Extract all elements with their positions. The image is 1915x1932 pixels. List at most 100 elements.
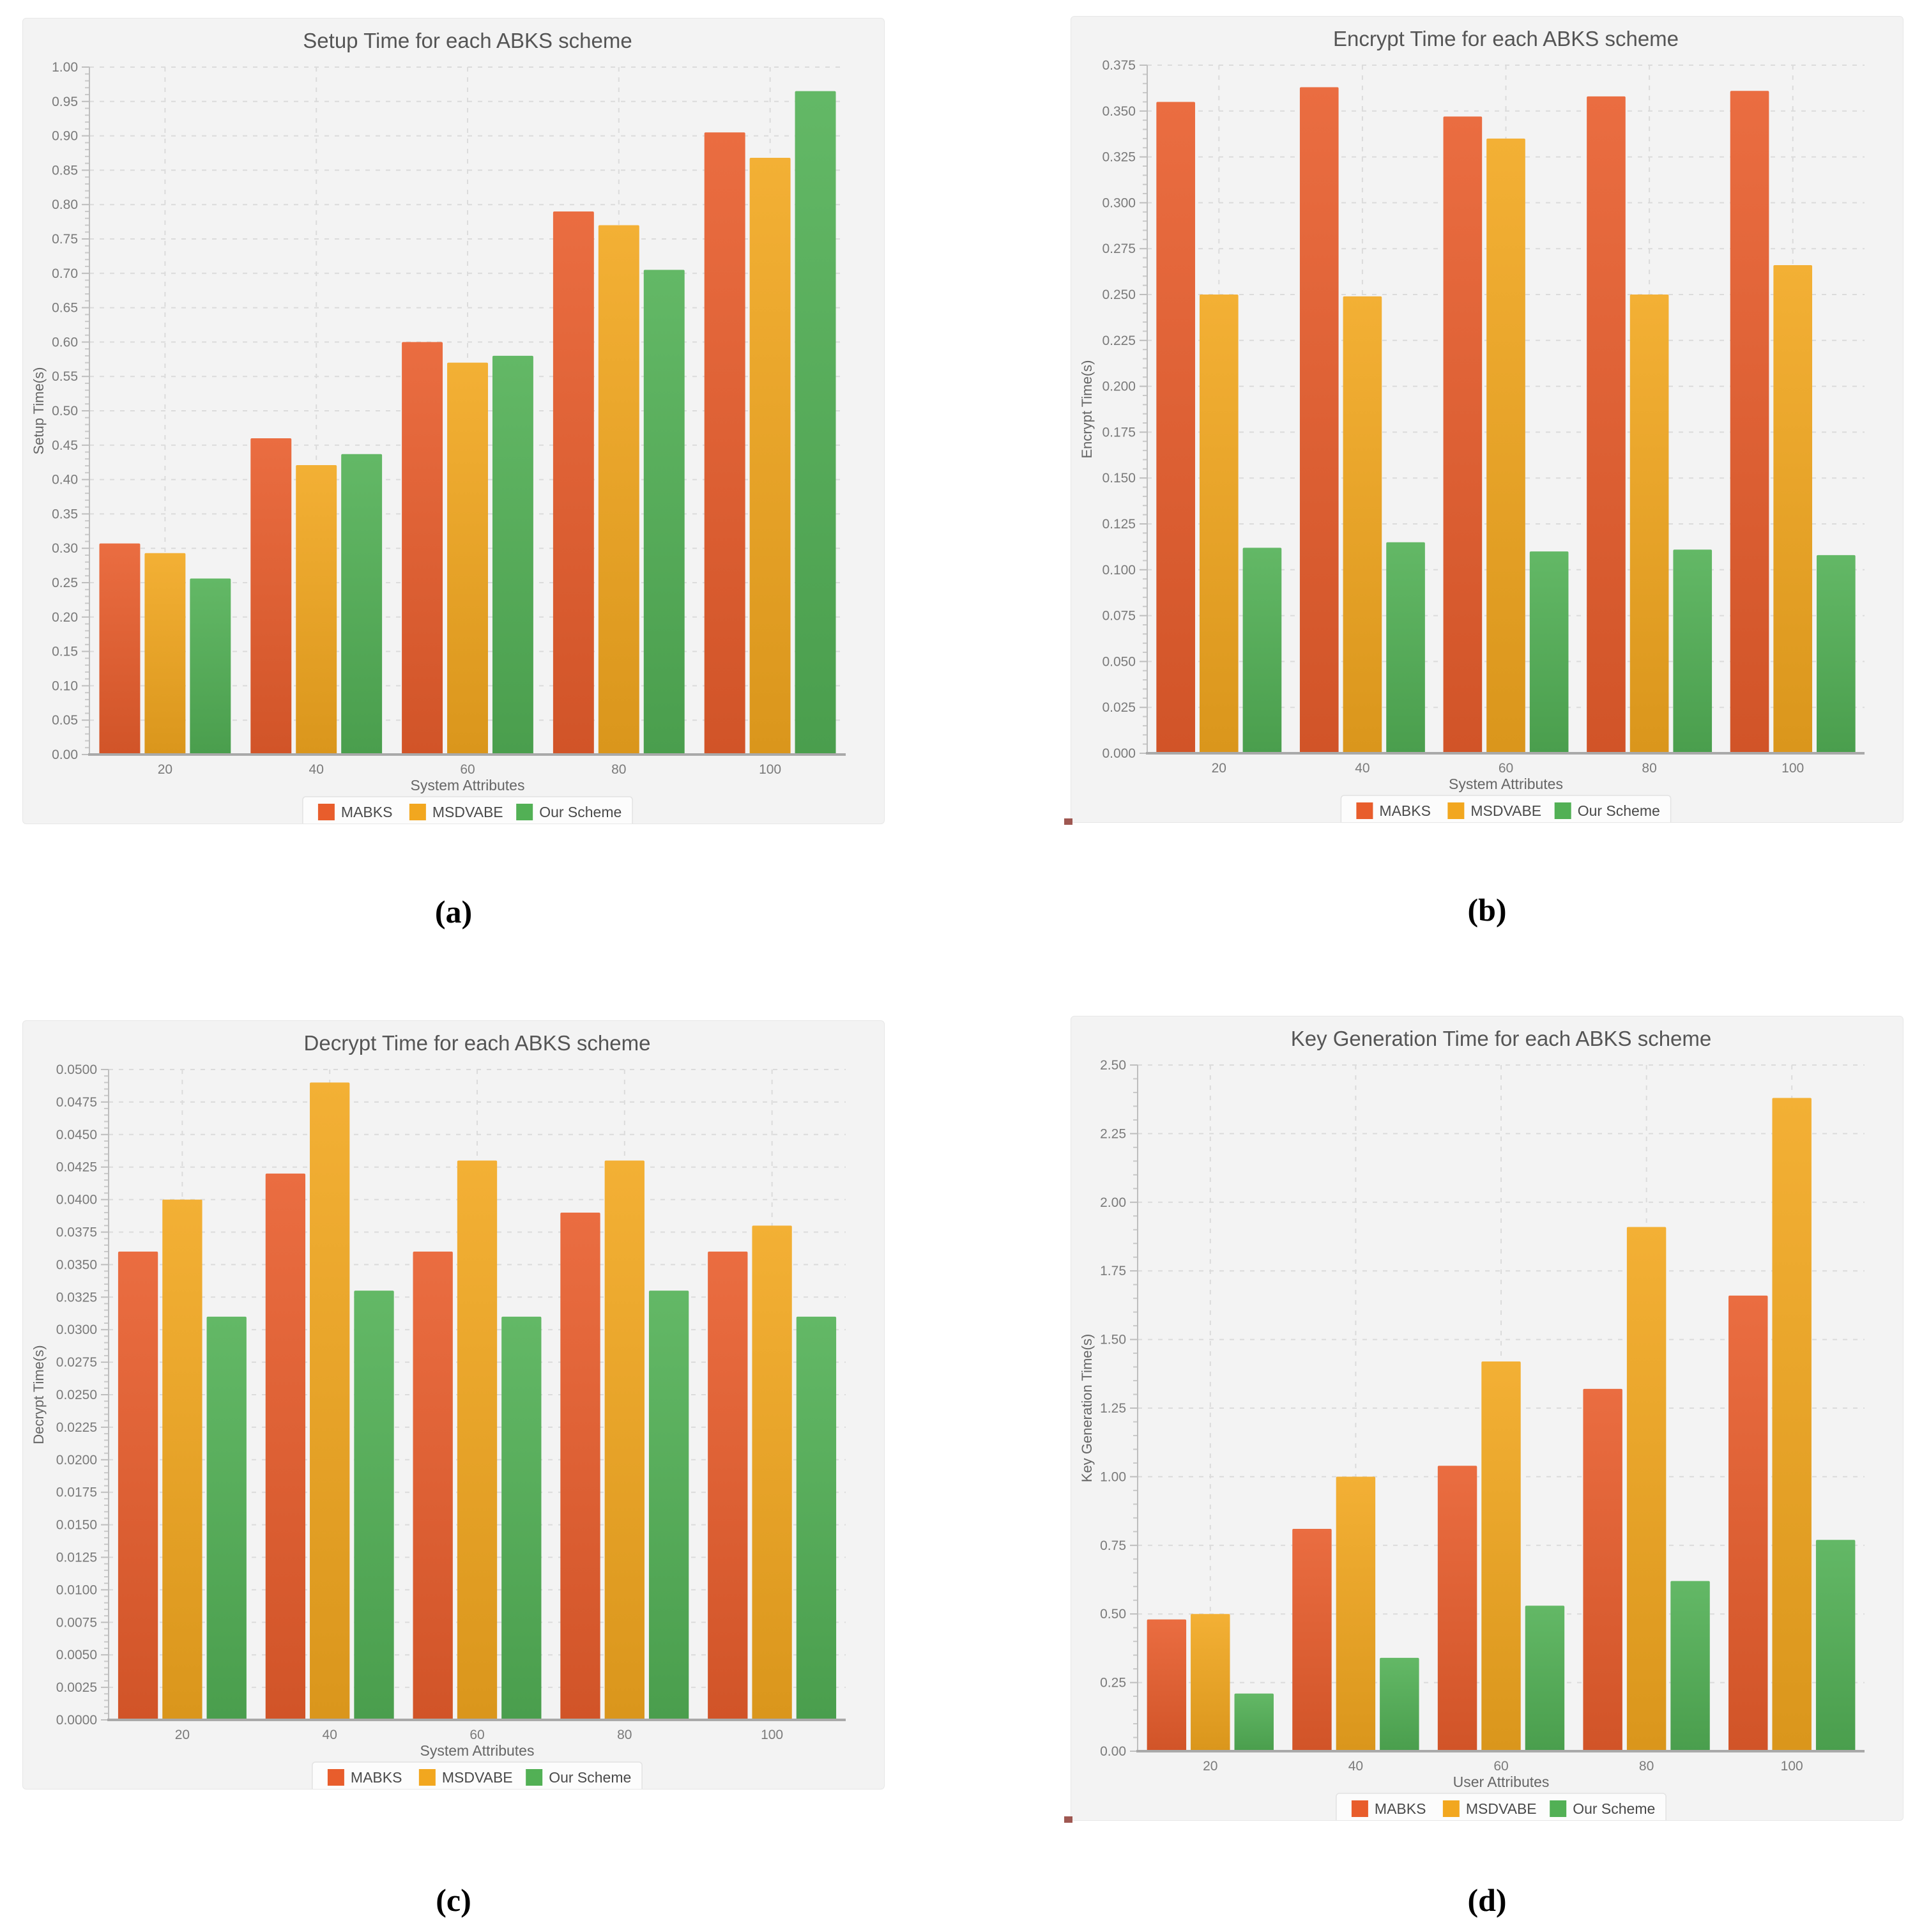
x-tick-label: 60: [1499, 761, 1513, 776]
bar-our-scheme-60: [501, 1316, 542, 1720]
y-tick-label: 1.75: [1100, 1264, 1126, 1278]
y-tick-label: 0.0150: [56, 1518, 97, 1533]
bar-msdvabe-20: [1199, 295, 1239, 753]
legend-label: MSDVABE: [442, 1769, 513, 1786]
legend-swatch-msdvabe: [409, 804, 426, 820]
bar-our-scheme-20: [206, 1316, 247, 1720]
x-tick-label: 60: [460, 762, 475, 777]
y-tick-label: 0.70: [52, 266, 78, 281]
legend: MABKS MSDVABE Our Scheme: [1340, 795, 1672, 822]
bar-our-scheme-40: [354, 1291, 394, 1720]
x-axis: 20 40 60 80 100: [175, 1728, 783, 1742]
x-tick-label: 40: [309, 762, 324, 777]
x-axis: 20 40 60 80 100: [158, 762, 781, 777]
x-tick-label: 80: [1642, 761, 1656, 776]
bar-msdvabe-80: [604, 1160, 645, 1720]
bar-mabks-60: [1437, 1466, 1477, 1751]
y-tick-label: 0.0125: [56, 1551, 97, 1565]
bar-our-scheme-60: [1529, 551, 1569, 753]
bar-mabks-60: [1443, 116, 1483, 753]
bar-mabks-100: [1728, 1295, 1768, 1751]
bar-our-scheme-80: [643, 270, 685, 755]
y-tick-label: 0.175: [1102, 425, 1136, 440]
y-tick-label: 1.00: [1100, 1469, 1126, 1484]
legend-label: MABKS: [351, 1769, 402, 1786]
y-tick-label: 0.0250: [56, 1388, 97, 1402]
y-tick-label: 0.30: [52, 541, 78, 556]
x-tick-label: 80: [1639, 1759, 1654, 1774]
chart-card-encrypt-time: Encrypt Time for each ABKS scheme 0.000 0.…: [1071, 16, 1904, 823]
y-tick-label: 0.000: [1102, 746, 1136, 761]
y-tick-label: 0.0200: [56, 1453, 97, 1468]
bar-msdvabe-80: [1626, 1227, 1667, 1751]
y-tick-label: 0.300: [1102, 195, 1136, 210]
y-tick-label: 0.40: [52, 473, 78, 487]
bar-mabks-100: [1730, 91, 1769, 753]
legend-swatch-mabks: [1351, 1800, 1368, 1817]
bar-our-scheme-40: [341, 454, 383, 755]
bar-our-scheme-40: [1380, 1657, 1419, 1751]
bar-our-scheme-20: [1234, 1693, 1274, 1751]
y-tick-label: 0.00: [52, 747, 78, 762]
subfigure-caption-a: (a): [434, 894, 473, 930]
bars: [1156, 87, 1856, 754]
y-tick-label: 0.375: [1102, 58, 1136, 73]
x-tick-label: 20: [158, 762, 172, 777]
y-tick-label: 0.0350: [56, 1257, 97, 1272]
bars: [118, 1082, 837, 1720]
x-tick-label: 40: [1348, 1759, 1363, 1774]
legend-box: [302, 796, 633, 824]
x-tick-label: 20: [1212, 761, 1226, 776]
legend-label: Our Scheme: [1578, 802, 1660, 819]
y-axis: 0.000 0.025 0.050 0.075 0.100 0.125 0.150 0.175…: [1102, 58, 1147, 761]
bar-msdvabe-100: [1772, 1098, 1812, 1751]
x-axis-label: System Attributes: [411, 777, 525, 793]
legend-swatch-our-scheme: [1550, 1800, 1567, 1817]
y-tick-label: 2.25: [1100, 1126, 1126, 1141]
y-tick-label: 0.0375: [56, 1225, 97, 1240]
y-axis: 0.00 0.05 0.10 0.15 0.20 0.25 0.30 0.35 0.40 0.45…: [52, 60, 89, 762]
bar-mabks-20: [118, 1252, 158, 1720]
x-tick-label: 60: [469, 1728, 484, 1742]
y-axis: 0.0000 0.0025 0.0050 0.0075 0.0100 0.0125 0.01…: [56, 1062, 109, 1728]
bar-mabks-40: [1299, 87, 1339, 753]
bar-msdvabe-20: [1191, 1614, 1230, 1751]
bar-mabks-20: [99, 543, 141, 755]
legend-swatch-mabks: [317, 804, 335, 820]
subfigure-caption-b: (b): [1467, 892, 1507, 928]
y-tick-label: 0.90: [52, 129, 78, 144]
y-tick-label: 0.60: [52, 335, 78, 349]
bar-msdvabe-60: [1481, 1361, 1521, 1751]
red-corner-artifact: [1064, 1816, 1072, 1823]
y-axis-label: Encrypt Time(s): [1079, 360, 1095, 458]
bar-msdvabe-40: [296, 465, 337, 755]
x-tick-label: 20: [1203, 1759, 1217, 1774]
bar-our-scheme-40: [1386, 542, 1425, 753]
bar-our-scheme-100: [796, 1316, 837, 1720]
legend-swatch-our-scheme: [526, 1769, 543, 1786]
y-tick-label: 0.0475: [56, 1095, 97, 1110]
bar-mabks-80: [560, 1212, 600, 1720]
bar-mabks-20: [1156, 102, 1195, 753]
legend-label: Our Scheme: [1573, 1800, 1655, 1817]
bar-mabks-60: [402, 342, 443, 755]
bar-msdvabe-40: [1336, 1476, 1376, 1751]
bar-msdvabe-20: [144, 553, 186, 755]
y-tick-label: 0.0400: [56, 1193, 97, 1208]
bar-our-scheme-100: [1817, 555, 1856, 753]
y-tick-label: 0.15: [52, 645, 78, 659]
x-axis-label: System Attributes: [420, 1742, 535, 1759]
y-tick-label: 0.0325: [56, 1290, 97, 1305]
legend-swatch-mabks: [327, 1769, 344, 1786]
bar-mabks-40: [1292, 1529, 1332, 1751]
y-tick-label: 0.45: [52, 438, 78, 453]
y-tick-label: 0.325: [1102, 150, 1136, 165]
bar-mabks-100: [704, 132, 745, 755]
bar-msdvabe-20: [162, 1199, 202, 1720]
legend: MABKS MSDVABE Our Scheme: [1336, 1793, 1667, 1820]
y-tick-label: 0.0425: [56, 1160, 97, 1175]
y-tick-label: 0.0450: [56, 1128, 97, 1142]
y-tick-label: 0.0175: [56, 1485, 97, 1500]
bar-msdvabe-100: [752, 1225, 792, 1720]
x-tick-label: 100: [1781, 761, 1804, 776]
